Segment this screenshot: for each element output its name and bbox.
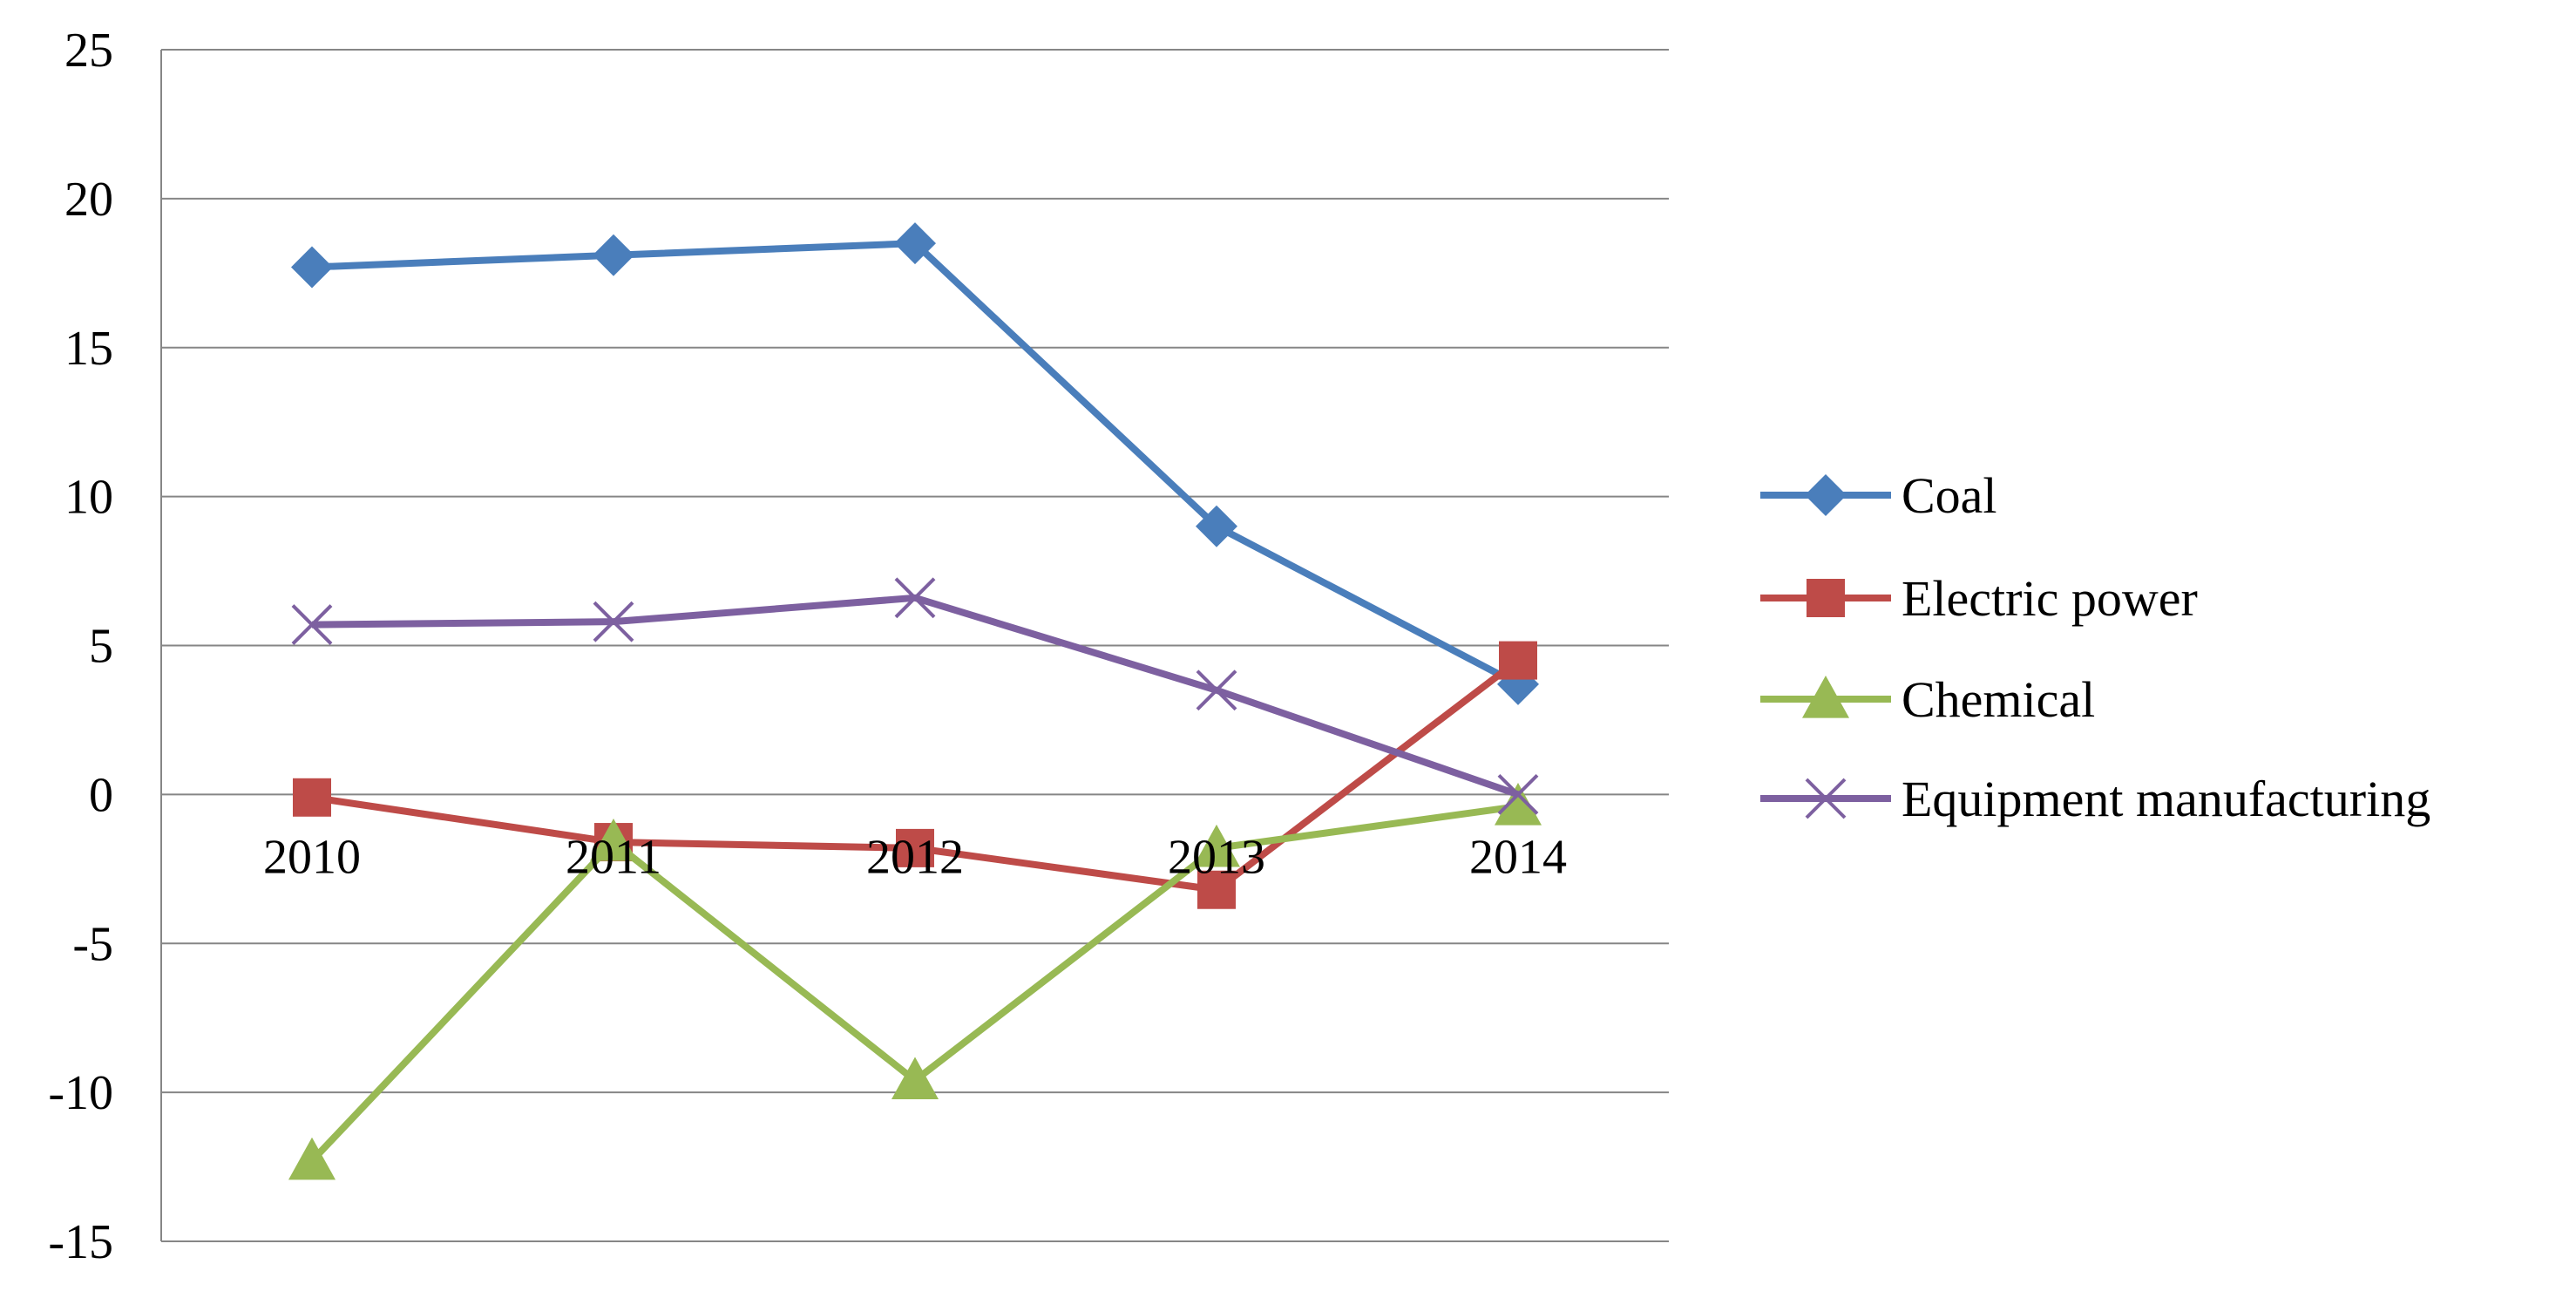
data-point-electric-power <box>896 828 934 867</box>
y-tick-label: 20 <box>64 173 113 227</box>
marker-stroke <box>593 601 634 642</box>
data-point-chemical <box>590 819 637 861</box>
legend-marker <box>1805 778 1847 819</box>
y-tick-label: 5 <box>89 620 113 674</box>
data-point-equipment-manufacturing <box>1497 773 1539 815</box>
x-tick-label: 2014 <box>1469 830 1567 884</box>
legend-label: Chemical <box>1901 671 2095 728</box>
data-point-electric-power <box>293 778 331 817</box>
data-point-equipment-manufacturing <box>593 601 634 642</box>
data-point-equipment-manufacturing <box>291 604 333 645</box>
x-tick-label: 2011 <box>566 830 661 884</box>
y-tick-label: 0 <box>89 768 113 822</box>
marker-stroke <box>291 604 333 645</box>
x-tick-label: 2013 <box>1168 830 1265 884</box>
legend-item-chemical: Chemical <box>1760 671 2095 728</box>
legend-marker <box>1805 474 1847 516</box>
series-line-equipment-manufacturing <box>311 594 1520 799</box>
legend-label: Coal <box>1901 467 1997 524</box>
legend-marker <box>1802 676 1849 718</box>
y-tick-label: -5 <box>72 917 113 971</box>
series-equipment-manufacturing <box>291 577 1539 815</box>
legend-label: Electric power <box>1901 570 2198 627</box>
data-point-equipment-manufacturing <box>1196 669 1237 711</box>
legend: Coal Electric power Chemical Equipment manu… <box>1760 467 2430 827</box>
y-tick-label: 25 <box>64 24 113 78</box>
legend-marker <box>1807 579 1845 617</box>
gridlines <box>161 49 1669 1242</box>
y-tick-labels: 25 20 15 10 5 0 -5 -10 -15 <box>48 24 113 1269</box>
y-tick-label: 10 <box>64 471 113 525</box>
legend-item-equipment-manufacturing: Equipment manufacturing <box>1760 771 2430 827</box>
data-point-electric-power <box>1499 641 1537 680</box>
x-tick-labels: 2010 2011 2012 2013 2014 <box>263 830 1567 884</box>
data-point-electric-power <box>1197 870 1236 909</box>
y-tick-label: -10 <box>48 1066 113 1120</box>
data-point-chemical <box>288 1137 336 1180</box>
data-point-chemical <box>1495 783 1542 826</box>
data-point-coal <box>1196 505 1237 547</box>
y-tick-label: -15 <box>48 1215 113 1269</box>
data-point-equipment-manufacturing <box>894 577 936 619</box>
legend-label: Equipment manufacturing <box>1901 771 2430 827</box>
legend-item-electric-power: Electric power <box>1760 570 2198 627</box>
x-tick-label: 2012 <box>866 830 964 884</box>
marker-stroke <box>1805 778 1847 819</box>
data-point-chemical <box>891 1057 939 1100</box>
legend-item-coal: Coal <box>1760 467 1997 524</box>
data-point-chemical <box>1193 824 1240 867</box>
data-point-coal <box>894 222 936 265</box>
series-coal <box>291 222 1539 705</box>
y-tick-label: 15 <box>64 322 113 376</box>
marker-stroke <box>1497 773 1539 815</box>
data-point-coal <box>593 234 634 276</box>
x-tick-label: 2010 <box>263 830 361 884</box>
series-chemical <box>288 783 1542 1180</box>
marker-stroke <box>894 577 936 619</box>
marker-stroke <box>1196 669 1237 711</box>
data-point-coal <box>291 246 333 289</box>
series-group <box>288 222 1542 1180</box>
series-line-coal <box>311 240 1520 688</box>
